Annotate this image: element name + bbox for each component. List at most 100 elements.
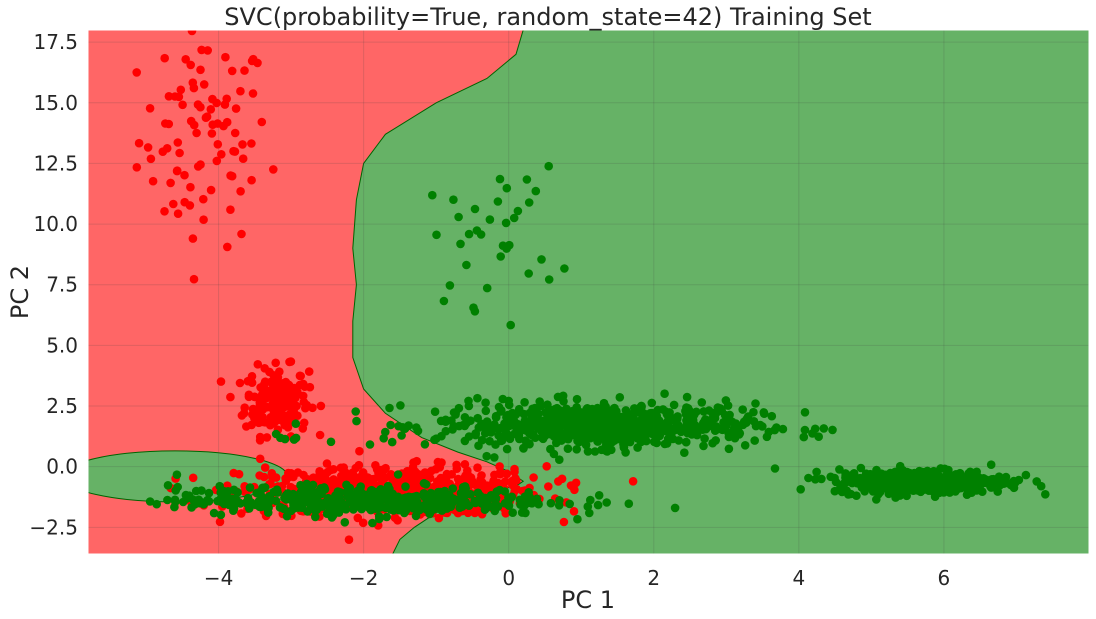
scatter-point-class1 — [590, 421, 600, 430]
scatter-point-class0 — [437, 458, 446, 467]
scatter-point-class0 — [201, 113, 211, 122]
scatter-point-class0 — [377, 473, 386, 482]
scatter-point-class0 — [511, 474, 520, 483]
scatter-point-class1 — [560, 264, 569, 273]
scatter-point-class1 — [770, 464, 780, 473]
scatter-point-class1 — [804, 473, 813, 483]
scatter-point-class0 — [508, 480, 517, 490]
scatter-point-class1 — [586, 495, 595, 505]
scatter-point-class1 — [525, 496, 534, 505]
scatter-point-class1 — [397, 431, 406, 440]
scatter-point-class1 — [572, 445, 581, 454]
scatter-point-class1 — [441, 426, 451, 436]
scatter-point-class1 — [944, 470, 954, 479]
scatter-point-class0 — [271, 358, 281, 368]
scatter-point-class1 — [740, 441, 750, 450]
scatter-point-class0 — [308, 403, 317, 413]
scatter-point-class1 — [973, 478, 983, 488]
scatter-point-class0 — [222, 117, 232, 127]
scatter-point-class1 — [758, 422, 767, 431]
scatter-point-class0 — [353, 513, 363, 523]
scatter-point-class0 — [309, 473, 318, 483]
scatter-point-class1 — [426, 493, 436, 503]
scatter-point-class1 — [639, 428, 649, 438]
scatter-point-class1 — [537, 427, 547, 436]
scatter-point-class1 — [672, 417, 681, 427]
scatter-point-class1 — [808, 429, 817, 438]
scatter-point-class0 — [501, 477, 510, 486]
scatter-point-class0 — [300, 382, 310, 392]
scatter-point-class1 — [916, 482, 926, 492]
scatter-point-class1 — [245, 504, 254, 513]
scatter-point-class1 — [680, 448, 689, 458]
scatter-point-class0 — [288, 399, 297, 409]
scatter-point-class1 — [669, 400, 679, 410]
scatter-point-class0 — [452, 464, 462, 474]
scatter-point-class1 — [799, 432, 809, 442]
scatter-point-class1 — [653, 405, 663, 415]
scatter-point-class1 — [502, 444, 512, 454]
scatter-point-class1 — [699, 441, 708, 451]
scatter-point-class1 — [529, 411, 539, 421]
scatter-point-class1 — [848, 478, 858, 487]
scatter-point-class1 — [464, 229, 474, 239]
scatter-point-class0 — [319, 474, 329, 483]
scatter-point-class1 — [357, 492, 367, 502]
scatter-point-class1 — [383, 481, 393, 491]
scatter-point-class0 — [247, 139, 256, 148]
scatter-point-class0 — [248, 54, 258, 64]
scatter-point-class1 — [906, 476, 915, 485]
scatter-point-class0 — [238, 154, 248, 163]
scatter-point-class1 — [544, 275, 554, 284]
scatter-point-class1 — [481, 398, 490, 408]
scatter-point-class1 — [562, 416, 572, 425]
scatter-point-class0 — [347, 470, 356, 480]
scatter-point-class1 — [366, 501, 375, 511]
scatter-point-class0 — [173, 209, 183, 218]
scatter-point-class0 — [403, 466, 412, 476]
scatter-point-class1 — [399, 501, 409, 510]
scatter-point-class1 — [872, 495, 881, 504]
scatter-point-class1 — [627, 425, 637, 435]
scatter-point-class1 — [778, 424, 788, 434]
scatter-point-class0 — [286, 357, 296, 366]
scatter-point-class0 — [226, 171, 235, 180]
scatter-point-class1 — [163, 481, 173, 490]
scatter-point-class0 — [236, 187, 245, 196]
scatter-point-class1 — [963, 474, 972, 484]
scatter-point-class1 — [308, 480, 318, 490]
scatter-point-class1 — [282, 495, 291, 504]
scatter-point-class0 — [568, 481, 577, 491]
scatter-point-class1 — [955, 468, 965, 478]
scatter-point-class0 — [230, 147, 240, 156]
scatter-point-class1 — [263, 508, 273, 517]
scatter-point-class1 — [428, 190, 437, 200]
scatter-point-class1 — [522, 175, 532, 184]
scatter-point-class1 — [601, 446, 611, 456]
scatter-point-class1 — [294, 503, 303, 512]
scatter-point-class0 — [240, 403, 249, 413]
scatter-point-class1 — [199, 499, 208, 509]
scatter-point-class1 — [477, 435, 487, 445]
scatter-point-class0 — [199, 80, 209, 89]
scatter-point-class1 — [500, 430, 510, 440]
scatter-point-class1 — [435, 493, 445, 503]
scatter-point-class1 — [311, 512, 320, 522]
scatter-point-class1 — [315, 486, 324, 496]
scatter-point-class1 — [624, 499, 634, 509]
scatter-point-class1 — [720, 410, 730, 420]
scatter-point-class1 — [972, 486, 981, 495]
scatter-point-class1 — [256, 487, 265, 497]
scatter-point-class1 — [296, 480, 305, 490]
scatter-point-class1 — [532, 405, 541, 414]
scatter-point-class1 — [665, 408, 674, 417]
scatter-point-class1 — [473, 393, 482, 403]
scatter-point-class0 — [495, 462, 504, 471]
scatter-point-class1 — [171, 497, 180, 507]
scatter-point-class1 — [697, 398, 707, 407]
scatter-point-class1 — [326, 437, 336, 447]
scatter-point-class1 — [519, 443, 528, 453]
scatter-point-class1 — [594, 491, 604, 500]
scatter-point-class0 — [425, 473, 435, 483]
